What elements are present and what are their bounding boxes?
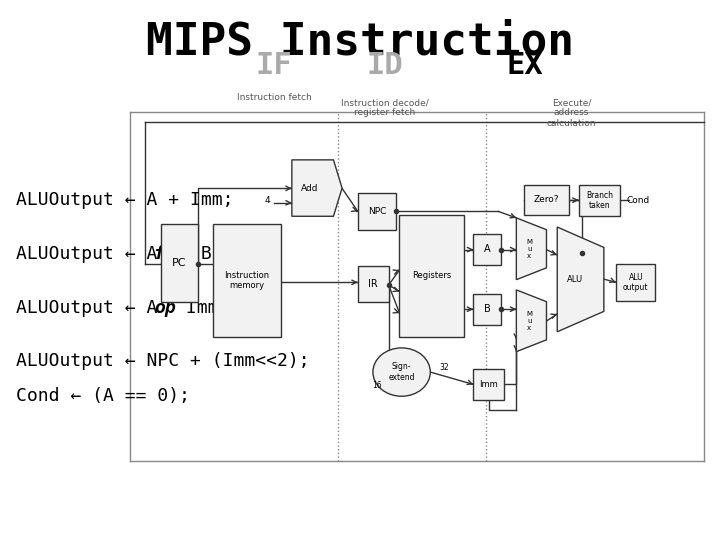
Text: Zero?: Zero? bbox=[534, 195, 559, 205]
Text: IR: IR bbox=[369, 279, 378, 289]
Text: ALU
output: ALU output bbox=[623, 273, 649, 292]
Text: Branch
taken: Branch taken bbox=[586, 191, 613, 210]
Text: MIPS Instruction: MIPS Instruction bbox=[146, 20, 574, 63]
Text: Instruction fetch: Instruction fetch bbox=[237, 93, 311, 102]
Text: Instruction
memory: Instruction memory bbox=[225, 271, 269, 291]
Text: Imm: Imm bbox=[480, 380, 498, 389]
Text: Cond: Cond bbox=[626, 196, 649, 205]
FancyBboxPatch shape bbox=[358, 266, 389, 302]
FancyBboxPatch shape bbox=[579, 185, 621, 217]
Text: B;: B; bbox=[190, 245, 222, 263]
Text: func: func bbox=[154, 245, 198, 263]
Text: Registers: Registers bbox=[412, 272, 451, 280]
Text: ALUOutput ← A + Imm;: ALUOutput ← A + Imm; bbox=[16, 191, 233, 209]
FancyBboxPatch shape bbox=[213, 224, 281, 337]
FancyBboxPatch shape bbox=[161, 224, 198, 302]
FancyBboxPatch shape bbox=[523, 185, 569, 215]
Text: Execute/
address
calculation: Execute/ address calculation bbox=[546, 98, 596, 128]
Polygon shape bbox=[516, 218, 546, 280]
Polygon shape bbox=[516, 290, 546, 352]
Text: Imm;: Imm; bbox=[175, 299, 230, 316]
Text: Add: Add bbox=[301, 184, 318, 193]
FancyBboxPatch shape bbox=[473, 294, 500, 325]
FancyBboxPatch shape bbox=[358, 193, 396, 230]
Text: B: B bbox=[484, 305, 490, 314]
Text: ALU: ALU bbox=[567, 275, 583, 284]
Text: Sign-
extend: Sign- extend bbox=[388, 362, 415, 382]
Text: IF: IF bbox=[256, 51, 292, 80]
Text: M
u
x: M u x bbox=[526, 311, 532, 331]
Text: A: A bbox=[484, 244, 490, 254]
Text: 4: 4 bbox=[265, 195, 270, 205]
Text: op: op bbox=[154, 299, 176, 316]
Text: PC: PC bbox=[172, 258, 186, 268]
Text: Cond ← (A == 0);: Cond ← (A == 0); bbox=[16, 387, 190, 405]
FancyBboxPatch shape bbox=[473, 369, 504, 400]
FancyBboxPatch shape bbox=[616, 264, 655, 301]
Text: 16: 16 bbox=[372, 381, 382, 390]
Ellipse shape bbox=[373, 348, 431, 396]
FancyBboxPatch shape bbox=[473, 234, 500, 265]
Text: ALUOutput ← A: ALUOutput ← A bbox=[16, 299, 168, 316]
Polygon shape bbox=[292, 160, 342, 217]
Text: NPC: NPC bbox=[368, 207, 386, 216]
Polygon shape bbox=[557, 227, 604, 332]
Text: ALUOutput ← A: ALUOutput ← A bbox=[16, 245, 168, 263]
Text: M
u
x: M u x bbox=[526, 239, 532, 259]
Text: ID: ID bbox=[366, 51, 403, 80]
Text: 32: 32 bbox=[440, 363, 449, 372]
Text: ALUOutput ← NPC + (Imm<<2);: ALUOutput ← NPC + (Imm<<2); bbox=[16, 352, 310, 370]
Text: Instruction decode/
register fetch: Instruction decode/ register fetch bbox=[341, 98, 429, 118]
FancyBboxPatch shape bbox=[400, 215, 464, 337]
Text: EX: EX bbox=[507, 51, 544, 80]
